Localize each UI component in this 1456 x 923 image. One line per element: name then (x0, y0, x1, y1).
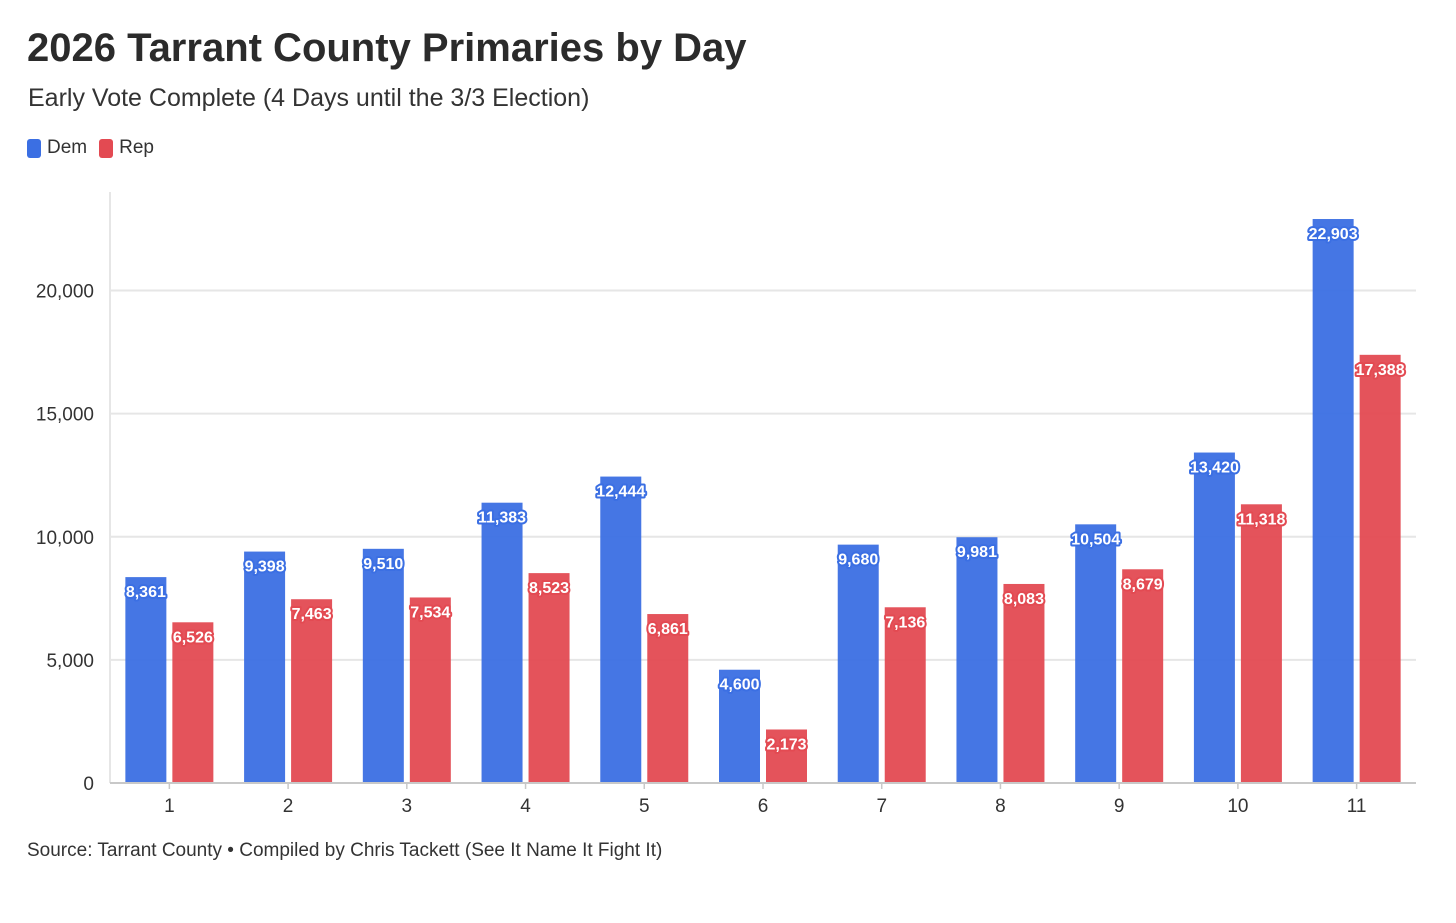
data-label-rep: 2,173 (766, 736, 806, 753)
data-label-dem: 9,510 (363, 556, 403, 573)
legend-label-rep: Rep (119, 137, 154, 158)
bar-rep (647, 614, 689, 783)
chart-title: 2026 Tarrant County Primaries by Day (27, 26, 747, 70)
x-tick-label: 10 (1227, 796, 1248, 817)
bar-dem (600, 476, 642, 783)
bar-rep (172, 622, 214, 783)
data-label-dem: 11,383 (478, 510, 526, 527)
bar-dem (244, 551, 286, 783)
bar-dem (1312, 219, 1354, 784)
data-label-rep: 7,463 (292, 606, 332, 623)
bar-dem (362, 548, 404, 783)
bar-rep (1003, 583, 1045, 783)
x-tick-label: 6 (758, 796, 769, 817)
bar-dem (481, 502, 523, 783)
bar-rep (766, 729, 807, 783)
bar-dem (956, 537, 998, 783)
legend: Dem Rep (27, 137, 166, 159)
bar-rep (884, 607, 926, 783)
bar-dem (1075, 524, 1117, 783)
data-label-dem: 22,903 (1309, 226, 1358, 243)
chart-subtitle: Early Vote Complete (4 Days until the 3/… (28, 84, 590, 112)
data-label-dem: 9,680 (838, 552, 878, 569)
data-label-dem: 13,420 (1190, 460, 1239, 477)
data-label-rep: 17,388 (1356, 362, 1405, 379)
legend-swatch-dem (27, 138, 41, 158)
data-label-dem: 4,600 (719, 677, 759, 694)
legend-item-rep: Rep (99, 137, 154, 159)
bar-rep (291, 599, 333, 783)
x-tick-label: 9 (1114, 796, 1125, 817)
bar-dem (837, 544, 879, 783)
bar-rep (1240, 504, 1282, 783)
data-label-dem: 12,444 (596, 484, 645, 501)
x-tick-label: 2 (283, 796, 294, 817)
x-tick-label: 7 (876, 796, 887, 817)
bar-rep (1122, 569, 1164, 783)
data-label-dem: 9,981 (957, 544, 997, 561)
y-tick-label: 0 (83, 774, 94, 795)
data-label-dem: 10,504 (1071, 531, 1120, 548)
x-tick-label: 1 (164, 796, 175, 817)
bar-dem (1193, 452, 1235, 783)
y-tick-label: 15,000 (36, 405, 94, 426)
data-label-rep: 6,526 (173, 629, 213, 646)
x-tick-label: 8 (995, 796, 1006, 817)
x-tick-label: 4 (520, 796, 531, 817)
bar-rep (528, 573, 570, 783)
data-label-rep: 8,523 (529, 580, 569, 597)
bar-rep (1359, 354, 1401, 783)
data-label-rep: 7,534 (410, 604, 450, 621)
legend-swatch-rep (99, 138, 114, 158)
data-label-dem: 9,398 (245, 559, 285, 576)
x-tick-label: 5 (639, 796, 650, 817)
bar-rep (409, 597, 451, 783)
data-label-rep: 11,318 (1237, 511, 1285, 528)
data-label-dem: 8,361 (126, 584, 166, 601)
x-tick-label: 3 (402, 796, 413, 817)
legend-label-dem: Dem (47, 137, 88, 158)
y-tick-label: 20,000 (36, 282, 94, 303)
x-tick-label: 11 (1347, 796, 1367, 817)
data-label-rep: 8,083 (1004, 591, 1044, 608)
data-label-rep: 6,861 (648, 621, 688, 638)
data-label-rep: 7,136 (885, 614, 925, 631)
bar-dem (125, 577, 167, 783)
source-note: Source: Tarrant County • Compiled by Chr… (27, 840, 663, 861)
bar-dem (719, 669, 760, 783)
y-tick-label: 10,000 (36, 528, 94, 549)
data-label-rep: 8,679 (1123, 576, 1163, 593)
legend-item-dem: Dem (27, 137, 87, 159)
y-tick-label: 5,000 (46, 651, 94, 672)
